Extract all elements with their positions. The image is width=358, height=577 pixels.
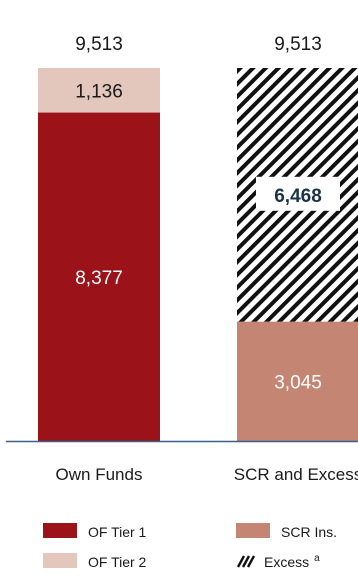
legend-swatch-scr-ins [236,523,270,538]
legend-swatch-of-tier-1 [43,523,77,538]
labels-group: 8,377 1,136 9,513 3,045 6,468 9,513 [75,34,340,393]
category-label-scr-and-excess: SCR and Excess [234,465,358,484]
legend-swatch-of-tier-2 [43,553,77,568]
value-label-own-funds-of-tier-2: 1,136 [75,81,123,102]
category-label-own-funds: Own Funds [56,465,143,484]
value-label-box-excess [256,176,340,211]
bar-scr-and-excess-scr-ins [237,321,358,441]
legend-label-excess: Excess [264,554,309,570]
bar-own-funds-of-tier-2 [38,68,160,113]
value-label-own-funds-of-tier-1: 8,377 [75,268,123,289]
legend-label-of-tier-2: OF Tier 2 [88,554,147,570]
legend-superscript-excess: a [314,553,320,564]
bars-group [38,68,358,441]
total-label-scr-and-excess: 9,513 [274,34,322,55]
total-label-own-funds: 9,513 [75,34,123,55]
bar-own-funds-of-tier-1 [38,112,160,441]
legend-swatch-excess [236,555,256,568]
value-label-scr-and-excess-scr-ins: 3,045 [274,372,322,393]
value-label-scr-and-excess-excess: 6,468 [274,186,322,207]
legend-label-scr-ins: SCR Ins. [281,524,337,540]
category-labels: Own Funds SCR and Excess [56,465,358,484]
legend: OF Tier 1 OF Tier 2 SCR Ins. Excess a [43,523,337,570]
legend-label-of-tier-1: OF Tier 1 [88,524,147,540]
